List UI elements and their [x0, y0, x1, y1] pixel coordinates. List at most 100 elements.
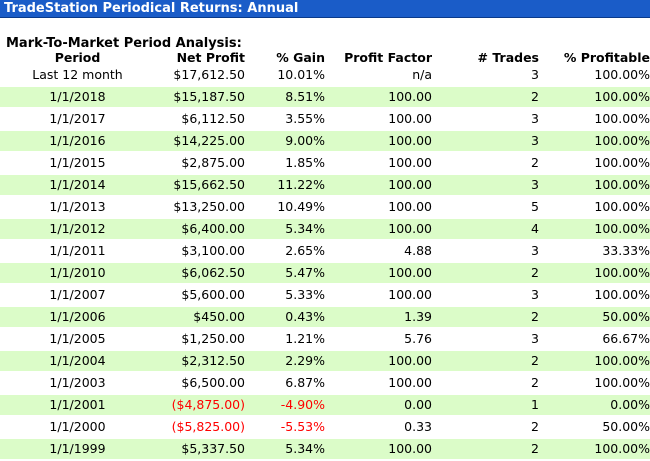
cell-net-profit: $5,600.00	[155, 284, 245, 307]
cell-net-profit: $15,662.50	[155, 174, 245, 197]
cell-trades: 1	[432, 394, 539, 417]
cell-period: 1/1/2005	[0, 328, 155, 351]
cell-period: 1/1/2007	[0, 284, 155, 307]
cell-profitable: 100.00%	[539, 438, 650, 461]
title-bar: TradeStation Periodical Returns: Annual	[0, 0, 650, 18]
cell-net-profit: $5,337.50	[155, 438, 245, 461]
table-row: Last 12 month $17,612.50 10.01% n/a 3 100.00%	[0, 65, 650, 87]
cell-profit-factor: 100.00	[325, 86, 432, 109]
cell-net-profit: $1,250.00	[155, 328, 245, 351]
cell-profit-factor: 1.39	[325, 306, 432, 329]
cell-trades: 3	[432, 108, 539, 131]
cell-gain: 5.34%	[245, 438, 325, 461]
cell-profitable: 100.00%	[539, 108, 650, 131]
cell-gain: 9.00%	[245, 130, 325, 153]
cell-gain: 10.01%	[245, 65, 325, 87]
table-row: 1/1/2005 $1,250.00 1.21% 5.76 3 66.67%	[0, 328, 650, 351]
table-body: Last 12 month $17,612.50 10.01% n/a 3 100.00%…	[0, 65, 650, 461]
cell-trades: 3	[432, 284, 539, 307]
returns-table: Period Net Profit % Gain Profit Factor #…	[0, 50, 650, 461]
cell-trades: 5	[432, 196, 539, 219]
table-row: 1/1/2000 ($5,825.00) -5.53% 0.33 2 50.00%	[0, 416, 650, 439]
table-row: 1/1/2010 $6,062.50 5.47% 100.00 2 100.00%	[0, 262, 650, 285]
cell-profit-factor: 100.00	[325, 152, 432, 175]
cell-net-profit: $14,225.00	[155, 130, 245, 153]
cell-period: 1/1/2018	[0, 86, 155, 109]
cell-period: 1/1/2003	[0, 372, 155, 395]
cell-profitable: 66.67%	[539, 328, 650, 351]
table-row: 1/1/2001 ($4,875.00) -4.90% 0.00 1 0.00%	[0, 394, 650, 417]
section-title: Mark-To-Market Period Analysis:	[6, 36, 242, 51]
table-row: 1/1/2007 $5,600.00 5.33% 100.00 3 100.00%	[0, 284, 650, 307]
cell-trades: 2	[432, 438, 539, 461]
cell-gain: 5.47%	[245, 262, 325, 285]
cell-trades: 2	[432, 86, 539, 109]
table-row: 1/1/2017 $6,112.50 3.55% 100.00 3 100.00%	[0, 108, 650, 131]
cell-profit-factor: 100.00	[325, 130, 432, 153]
cell-gain: 1.21%	[245, 328, 325, 351]
cell-profitable: 100.00%	[539, 372, 650, 395]
cell-profitable: 100.00%	[539, 218, 650, 241]
cell-profitable: 50.00%	[539, 306, 650, 329]
cell-period: 1/1/2014	[0, 174, 155, 197]
cell-trades: 3	[432, 328, 539, 351]
cell-gain: -5.53%	[245, 416, 325, 439]
cell-trades: 4	[432, 218, 539, 241]
cell-period: 1/1/2000	[0, 416, 155, 439]
cell-net-profit: $6,062.50	[155, 262, 245, 285]
cell-profit-factor: 100.00	[325, 262, 432, 285]
header-row: Period Net Profit % Gain Profit Factor #…	[0, 50, 650, 65]
cell-profit-factor: 100.00	[325, 350, 432, 373]
cell-period: Last 12 month	[0, 65, 155, 87]
cell-trades: 2	[432, 152, 539, 175]
cell-profitable: 33.33%	[539, 240, 650, 263]
cell-gain: 10.49%	[245, 196, 325, 219]
col-header-gain: % Gain	[276, 50, 325, 65]
cell-gain: 5.33%	[245, 284, 325, 307]
table-row: 1/1/2006 $450.00 0.43% 1.39 2 50.00%	[0, 306, 650, 329]
cell-net-profit: $3,100.00	[155, 240, 245, 263]
cell-gain: 2.29%	[245, 350, 325, 373]
cell-profitable: 100.00%	[539, 284, 650, 307]
table-row: 1/1/2016 $14,225.00 9.00% 100.00 3 100.00%	[0, 130, 650, 153]
cell-net-profit: $2,875.00	[155, 152, 245, 175]
cell-net-profit: ($4,875.00)	[155, 394, 245, 417]
col-header-net-profit: Net Profit	[176, 50, 245, 65]
cell-profit-factor: 100.00	[325, 108, 432, 131]
cell-profit-factor: 0.00	[325, 394, 432, 417]
cell-trades: 3	[432, 240, 539, 263]
cell-profit-factor: n/a	[325, 65, 432, 87]
cell-net-profit: $6,112.50	[155, 108, 245, 131]
cell-net-profit: $15,187.50	[155, 86, 245, 109]
cell-profitable: 100.00%	[539, 152, 650, 175]
table-row: 1/1/2012 $6,400.00 5.34% 100.00 4 100.00%	[0, 218, 650, 241]
cell-trades: 2	[432, 416, 539, 439]
cell-profit-factor: 100.00	[325, 218, 432, 241]
cell-profit-factor: 0.33	[325, 416, 432, 439]
cell-period: 1/1/2010	[0, 262, 155, 285]
cell-net-profit: $17,612.50	[155, 65, 245, 87]
cell-net-profit: ($5,825.00)	[155, 416, 245, 439]
cell-period: 1/1/2004	[0, 350, 155, 373]
cell-period: 1/1/2016	[0, 130, 155, 153]
cell-profit-factor: 100.00	[325, 174, 432, 197]
cell-gain: 0.43%	[245, 306, 325, 329]
cell-profitable: 100.00%	[539, 196, 650, 219]
cell-trades: 3	[432, 65, 539, 87]
table-row: 1/1/2014 $15,662.50 11.22% 100.00 3 100.00%	[0, 174, 650, 197]
table-row: 1/1/2013 $13,250.00 10.49% 100.00 5 100.00%	[0, 196, 650, 219]
cell-trades: 3	[432, 130, 539, 153]
cell-net-profit: $450.00	[155, 306, 245, 329]
cell-profit-factor: 100.00	[325, 438, 432, 461]
cell-trades: 3	[432, 174, 539, 197]
cell-profit-factor: 100.00	[325, 196, 432, 219]
cell-profitable: 50.00%	[539, 416, 650, 439]
cell-profitable: 100.00%	[539, 65, 650, 87]
col-header-period: Period	[54, 50, 101, 65]
table-row: 1/1/2011 $3,100.00 2.65% 4.88 3 33.33%	[0, 240, 650, 263]
cell-trades: 2	[432, 372, 539, 395]
col-header-profit-factor: Profit Factor	[344, 50, 432, 65]
col-header-trades: # Trades	[477, 50, 539, 65]
cell-trades: 2	[432, 350, 539, 373]
table-row: 1/1/1999 $5,337.50 5.34% 100.00 2 100.00%	[0, 438, 650, 461]
